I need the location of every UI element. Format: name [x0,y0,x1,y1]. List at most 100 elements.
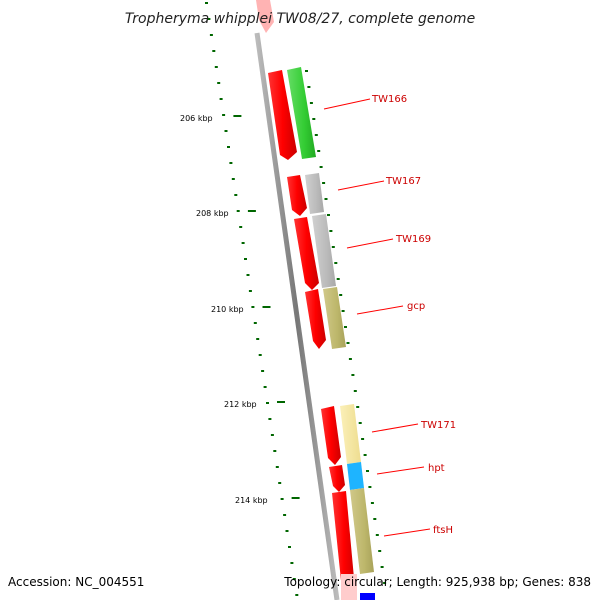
ring-dot-inner-17 [246,274,250,276]
scale-major-tick-2 [262,306,271,308]
ring-dot-outer-31 [380,566,384,568]
ring-dot-inner-13 [236,210,240,212]
ring-dot-inner-27 [270,434,274,436]
ring-dot-inner-22 [258,354,262,356]
ring-dot-outer-11 [331,246,335,248]
gene-arrow-bottom-fragment[interactable] [341,574,357,600]
ring-dot-inner-19 [251,306,255,308]
ring-dot-inner-8 [224,130,228,132]
gene-label-ftsh[interactable]: ftsH [433,525,453,536]
ring-dot-inner-6 [219,98,223,100]
ring-dot-inner-1 [207,18,211,20]
ring-dot-inner-0 [205,2,208,4]
ring-dot-outer-28 [373,518,377,520]
leader-line-tw169 [346,238,394,249]
ring-dot-outer-17 [346,342,350,344]
ring-dot-inner-7 [222,114,226,116]
ring-dot-inner-23 [261,370,265,372]
reverse-strand-genes [256,0,357,600]
ring-dot-outer-19 [351,374,355,376]
gene-label-tw169[interactable]: TW169 [395,234,431,245]
accession-text: Accession: NC_004551 [8,575,144,589]
ring-dot-outer-1 [307,86,311,88]
ring-dot-inner-34 [288,546,291,548]
ring-dot-outer-25 [366,470,369,472]
ring-dot-inner-2 [209,34,213,36]
ring-dot-inner-10 [229,162,233,164]
ring-dot-outer-3 [312,118,316,120]
ring-dot-inner-29 [275,466,279,468]
gene-arrow-gcp-rev[interactable] [305,289,326,349]
gene-labels: TW166 TW167 TW169 gcp TW171 hpt ftsH [323,94,456,537]
ring-dot-outer-0 [305,70,308,72]
leader-line-tw167 [337,180,385,191]
scale-label-210: 210 kbp [211,305,244,314]
ring-dot-outer-16 [344,326,347,328]
gene-label-tw166[interactable]: TW166 [371,94,407,105]
ring-dot-outer-8 [324,198,328,200]
gene-label-tw167[interactable]: TW167 [385,176,421,187]
gene-block-gcp[interactable] [323,287,346,349]
ring-dot-inner-33 [285,530,289,532]
gene-block-tw169[interactable] [312,214,336,288]
gene-arrow-top-fragment[interactable] [256,0,274,33]
ring-dot-outer-18 [348,358,352,360]
ring-dot-outer-7 [322,182,326,184]
ring-dot-inner-14 [239,226,243,228]
leader-line-gcp [356,305,404,315]
ring-dot-inner-30 [278,482,282,484]
ring-dot-inner-32 [283,514,287,516]
ring-dot-outer-29 [375,534,379,536]
ring-dot-inner-35 [290,562,294,564]
scale-label-214: 214 kbp [235,496,268,505]
ring-dot-outer-12 [334,262,338,264]
ring-dot-inner-36 [292,578,296,580]
ring-dot-outer-30 [378,550,382,552]
ring-dot-inner-31 [280,498,284,500]
ring-dot-outer-4 [314,134,318,136]
gene-label-gcp[interactable]: gcp [407,301,425,312]
ring-dot-inner-3 [212,50,216,52]
ring-dot-inner-26 [268,418,272,420]
ring-dot-inner-24 [263,386,267,388]
ring-dot-outer-32 [383,582,387,584]
ring-dot-outer-5 [317,150,321,152]
gene-label-tw171[interactable]: TW171 [420,420,456,431]
gene-label-hpt[interactable]: hpt [428,463,445,474]
ring-dot-outer-22 [358,422,362,424]
gene-block-ftsh[interactable] [350,488,374,574]
gene-arrow-tw169-rev[interactable] [294,217,319,290]
gene-block-hpt[interactable] [347,462,364,490]
scale-major-tick-1 [247,210,256,212]
ring-dot-inner-9 [227,146,230,148]
ring-dot-inner-20 [253,322,257,324]
ring-dot-inner-28 [273,450,277,452]
gene-arrow-tw166-rev[interactable] [268,70,297,160]
ring-dot-outer-21 [356,406,360,408]
ring-dot-inner-5 [217,82,221,84]
ring-dot-inner-15 [241,242,245,244]
gene-arrow-hpt-rev[interactable] [329,465,345,492]
ring-dot-outer-23 [361,438,365,440]
gene-arrow-tw167-rev[interactable] [287,175,307,216]
leader-line-tw166 [323,98,371,110]
scale-major-tick-3 [277,401,285,403]
ring-dot-inner-12 [234,194,238,196]
ring-dot-inner-37 [295,594,299,596]
ring-dot-outer-10 [329,230,333,232]
forward-strand-genes [287,67,375,600]
leader-line-ftsh [383,528,431,537]
gene-arrow-ftsh-rev[interactable] [332,491,356,600]
ring-dot-outer-14 [339,294,343,296]
gene-block-tw167[interactable] [305,173,324,214]
gene-block-bottom-blue[interactable] [360,593,375,600]
ring-dot-outer-13 [336,278,340,280]
gene-block-tw166[interactable] [287,67,316,159]
ring-dot-outer-6 [319,166,323,168]
gene-block-tw171[interactable] [340,404,361,464]
ring-dot-outer-15 [341,310,345,312]
ring-dot-inner-4 [214,66,218,68]
gene-arrow-tw171-rev[interactable] [321,406,341,465]
ring-dot-inner-11 [231,178,235,180]
